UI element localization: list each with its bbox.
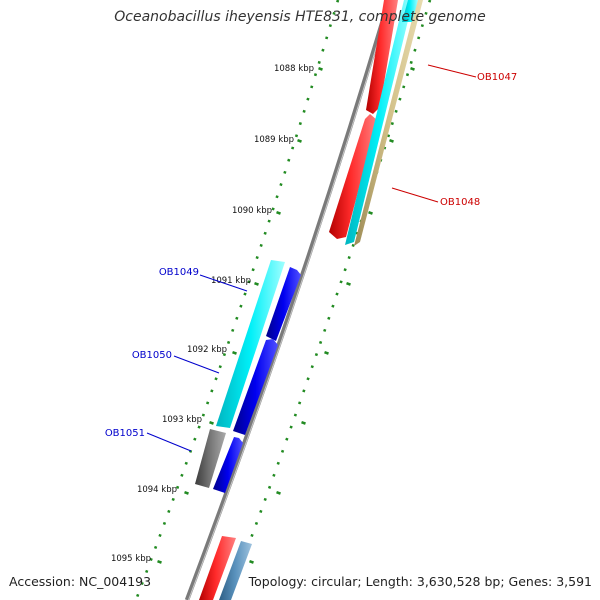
accession-text: Accession: NC_004193	[9, 574, 152, 589]
tick-label-1088: 1088 kbp	[274, 64, 314, 74]
cds-red-bottom	[199, 536, 236, 600]
cds-blue-3	[213, 437, 243, 493]
gene-label-ob1047[interactable]: OB1047	[477, 72, 517, 83]
genome-backbone	[184, 0, 392, 600]
tick-label-1094: 1094 kbp	[137, 485, 177, 495]
gene-label-ob1051[interactable]: OB1051	[105, 428, 145, 439]
tick-label-1095: 1095 kbp	[111, 554, 151, 564]
gene-label-ob1049[interactable]: OB1049	[159, 267, 199, 278]
kbp-tick-labels: 1088 kbp 1089 kbp 1090 kbp 1091 kbp 1092…	[111, 64, 314, 564]
cds-ob1047[interactable]	[366, 0, 398, 114]
cds-ob1051[interactable]	[195, 429, 226, 488]
outer-major-ticks	[249, 66, 415, 564]
genome-backbone-highlight	[188, 0, 391, 600]
gene-labels: OB1047 OB1048 OB1049 OB1050 OB1051	[105, 72, 517, 439]
cds-cyan-top	[402, 0, 418, 22]
cds-ob1049[interactable]	[216, 260, 285, 428]
forward-strand-features	[199, 0, 423, 600]
tick-label-1091: 1091 kbp	[211, 276, 251, 286]
reverse-strand-features	[195, 260, 301, 493]
cds-blue-1	[266, 267, 301, 341]
inner-major-ticks	[157, 66, 323, 564]
tick-label-1089: 1089 kbp	[254, 135, 294, 145]
cds-cyan-upper	[345, 0, 413, 245]
cds-ob1048[interactable]	[329, 114, 377, 239]
tick-label-1090: 1090 kbp	[232, 206, 272, 216]
gene-label-ob1048[interactable]: OB1048	[440, 197, 480, 208]
genome-summary-text: Topology: circular; Length: 3,630,528 bp…	[248, 574, 592, 589]
gene-callouts	[146, 64, 477, 452]
gene-label-ob1050[interactable]: OB1050	[132, 350, 172, 361]
cds-steel-bottom	[219, 541, 252, 600]
tick-label-1093: 1093 kbp	[162, 415, 202, 425]
rna-tan-track	[354, 0, 423, 246]
cds-ob1050[interactable]	[233, 339, 278, 435]
inner-scale-track	[134, 0, 340, 600]
tick-label-1092: 1092 kbp	[187, 345, 227, 355]
map-title: Oceanobacillus iheyensis HTE831, complet…	[114, 9, 486, 25]
